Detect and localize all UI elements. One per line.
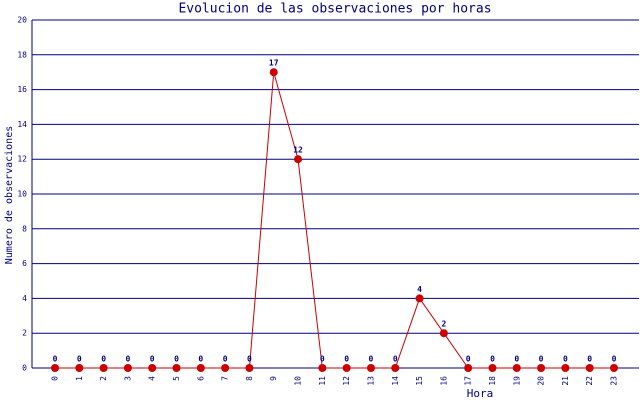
y-tick-label: 20	[17, 16, 27, 25]
x-tick-label: 4	[148, 376, 157, 381]
y-tick-label: 6	[22, 259, 27, 268]
x-tick-label: 15	[415, 376, 424, 386]
data-label: 0	[344, 355, 349, 364]
data-label: 0	[369, 355, 374, 364]
x-tick-label: 20	[537, 376, 546, 386]
data-label: 0	[223, 355, 228, 364]
x-tick-label: 21	[561, 376, 570, 386]
data-label: 0	[539, 355, 544, 364]
y-tick-label: 10	[17, 190, 27, 199]
data-label: 0	[466, 355, 471, 364]
x-tick-label: 12	[342, 376, 351, 386]
data-label: 0	[174, 355, 179, 364]
data-point	[269, 68, 278, 77]
x-tick-label: 1	[75, 376, 84, 381]
data-point	[366, 364, 375, 372]
data-point	[318, 364, 327, 372]
data-label: 4	[417, 285, 422, 294]
x-tick-label: 11	[318, 376, 327, 386]
data-point	[610, 364, 618, 372]
data-point	[148, 364, 157, 372]
data-point	[342, 364, 351, 372]
data-label: 17	[269, 59, 279, 68]
y-tick-label: 8	[22, 224, 27, 233]
x-tick-label: 10	[294, 376, 303, 386]
data-point	[585, 364, 594, 372]
data-label: 0	[125, 355, 130, 364]
data-label: 2	[441, 320, 446, 329]
x-tick-label: 18	[488, 376, 497, 386]
series-line	[55, 72, 614, 369]
data-label: 0	[563, 355, 568, 364]
x-tick-label: 7	[221, 376, 230, 381]
data-point	[464, 364, 473, 372]
data-label: 0	[247, 355, 252, 364]
data-point	[172, 364, 181, 372]
data-label: 0	[150, 355, 155, 364]
y-tick-label: 0	[22, 364, 27, 373]
data-point	[99, 364, 108, 372]
data-point	[221, 364, 230, 372]
data-point	[439, 329, 448, 338]
x-axis-label: Hora	[467, 387, 494, 400]
data-label: 0	[101, 355, 106, 364]
data-label: 0	[198, 355, 203, 364]
data-point	[245, 364, 254, 372]
x-tick-label: 9	[269, 376, 278, 381]
x-tick-label: 0	[51, 376, 60, 381]
data-label: 0	[393, 355, 398, 364]
data-label: 0	[53, 355, 58, 364]
data-point	[488, 364, 497, 372]
data-point	[512, 364, 521, 372]
data-point	[391, 364, 400, 372]
x-tick-label: 6	[196, 376, 205, 381]
y-tick-label: 18	[17, 50, 27, 59]
data-label: 0	[77, 355, 82, 364]
x-tick-label: 14	[391, 376, 400, 386]
y-axis-label: Numero de observaciones	[4, 126, 15, 264]
data-label: 0	[320, 355, 325, 364]
data-label: 0	[587, 355, 592, 364]
data-label: 0	[490, 355, 495, 364]
data-label: 12	[293, 146, 303, 155]
x-tick-label: 13	[366, 376, 375, 386]
y-tick-label: 16	[17, 85, 27, 94]
x-tick-label: 5	[172, 376, 181, 381]
data-point	[561, 364, 570, 372]
x-tick-label: 23	[610, 376, 619, 386]
y-tick-label: 14	[17, 120, 27, 129]
data-point	[75, 364, 84, 372]
data-point	[123, 364, 132, 372]
data-point	[415, 294, 424, 303]
data-point	[196, 364, 205, 372]
x-tick-label: 3	[123, 376, 132, 381]
x-tick-label: 2	[99, 376, 108, 381]
y-tick-label: 12	[17, 155, 27, 164]
data-point	[51, 364, 59, 372]
x-tick-label: 8	[245, 376, 254, 381]
data-point	[294, 155, 303, 164]
y-tick-label: 4	[22, 294, 27, 303]
x-tick-label: 16	[439, 376, 448, 386]
x-tick-label: 17	[464, 376, 473, 386]
data-point	[537, 364, 546, 372]
x-tick-label: 19	[512, 376, 521, 386]
data-label: 0	[612, 355, 617, 364]
data-label: 0	[514, 355, 519, 364]
y-tick-label: 2	[22, 329, 27, 338]
x-tick-label: 22	[585, 376, 594, 386]
chart-title: Evolucion de las observaciones por horas	[178, 2, 491, 17]
